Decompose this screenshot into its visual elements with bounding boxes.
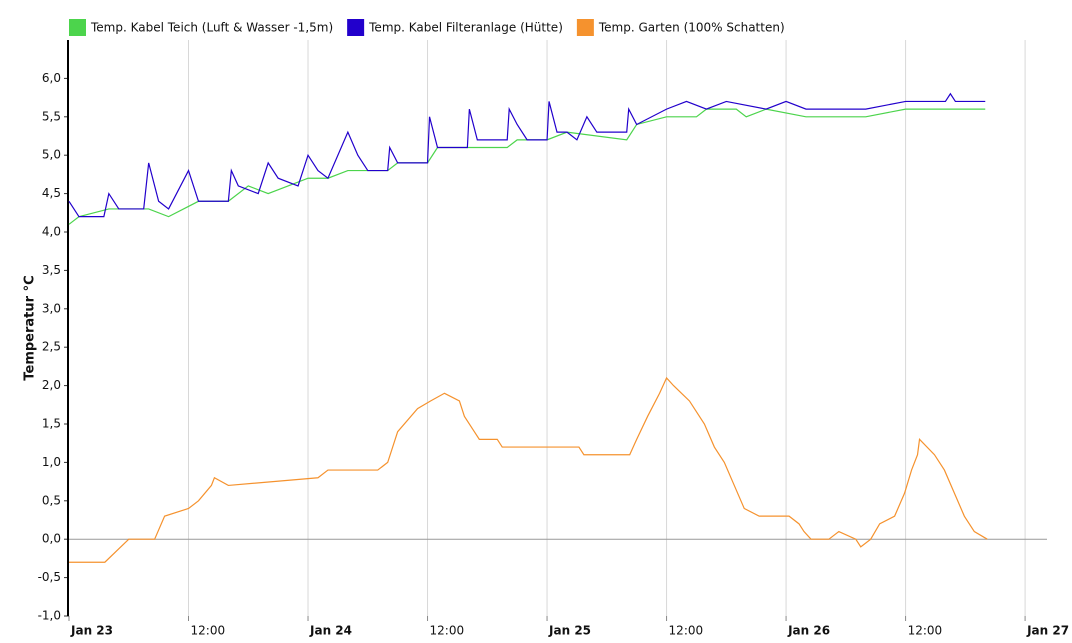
legend-label: Temp. Kabel Teich (Luft & Wasser -1,5m) [90, 21, 333, 35]
legend-swatch [576, 19, 594, 36]
x-tick-label: Jan 26 [787, 624, 830, 638]
legend-swatch [347, 19, 365, 36]
y-tick-label: 1,5 [42, 417, 61, 431]
x-tick-label: 12:00 [908, 624, 943, 638]
y-tick-label: 0,0 [42, 532, 61, 546]
x-tick-label: Jan 23 [70, 624, 113, 638]
y-tick-label: -1,0 [38, 609, 61, 623]
legend-swatch [69, 19, 86, 36]
x-tick-label: 12:00 [191, 624, 226, 638]
x-tick-label: Jan 25 [548, 624, 591, 638]
y-tick-label: -0,5 [38, 570, 61, 584]
y-tick-label: 3,5 [42, 263, 61, 277]
y-tick-label: 3,0 [42, 301, 61, 315]
y-tick-label: 2,5 [42, 340, 61, 354]
y-tick-label: 1,0 [42, 455, 61, 469]
y-tick-label: 5,5 [42, 109, 61, 123]
y-tick-label: 4,0 [42, 225, 61, 239]
legend-label: Temp. Kabel Filteranlage (Hütte) [368, 21, 563, 35]
y-tick-label: 4,5 [42, 186, 61, 200]
series-line [69, 376, 988, 563]
series-line [68, 108, 986, 225]
y-axis-label: Temperatur °C [23, 275, 38, 380]
y-tick-label: 5,0 [42, 148, 61, 162]
x-tick-label: Jan 27 [1026, 624, 1069, 638]
x-tick-label: Jan 24 [309, 624, 352, 638]
x-tick-label: 12:00 [430, 624, 465, 638]
x-tick-label: 12:00 [669, 624, 704, 638]
y-tick-label: 2,0 [42, 378, 61, 392]
y-tick-label: 6,0 [42, 71, 61, 85]
y-tick-label: 0,5 [42, 493, 61, 507]
series-line [68, 92, 986, 218]
legend-label: Temp. Garten (100% Schatten) [598, 21, 785, 35]
